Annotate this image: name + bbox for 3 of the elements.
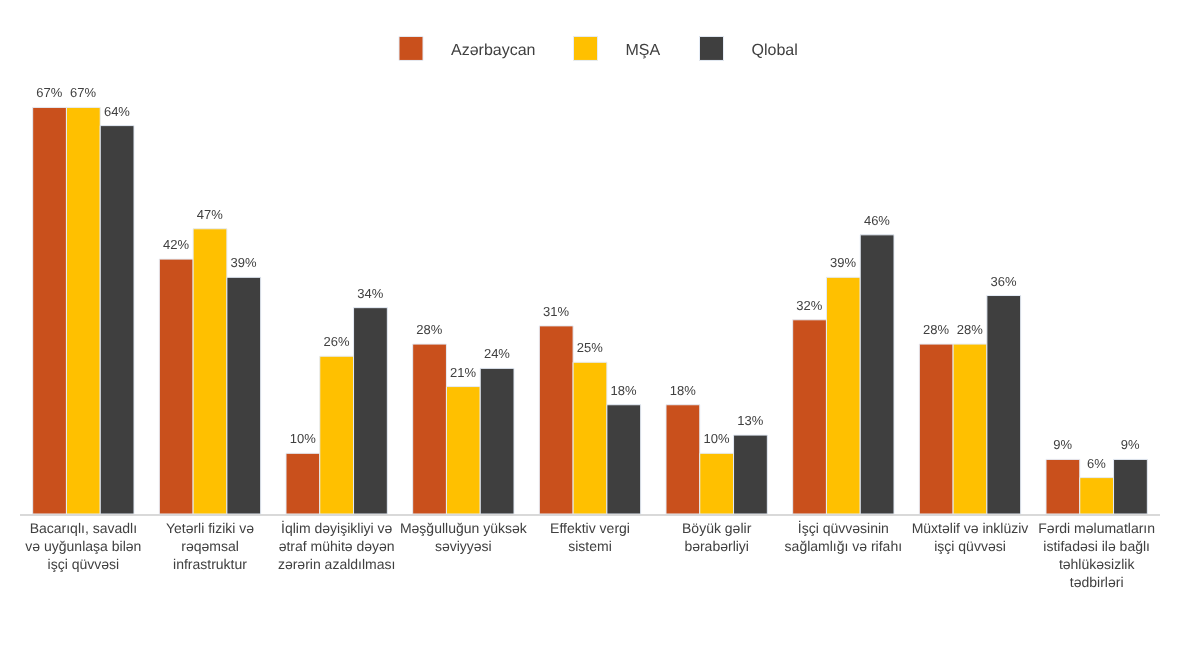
legend-label: Qlobal [751,40,799,59]
legend-label: MŞA [625,40,662,59]
legend-label: Azərbaycan [451,40,536,59]
